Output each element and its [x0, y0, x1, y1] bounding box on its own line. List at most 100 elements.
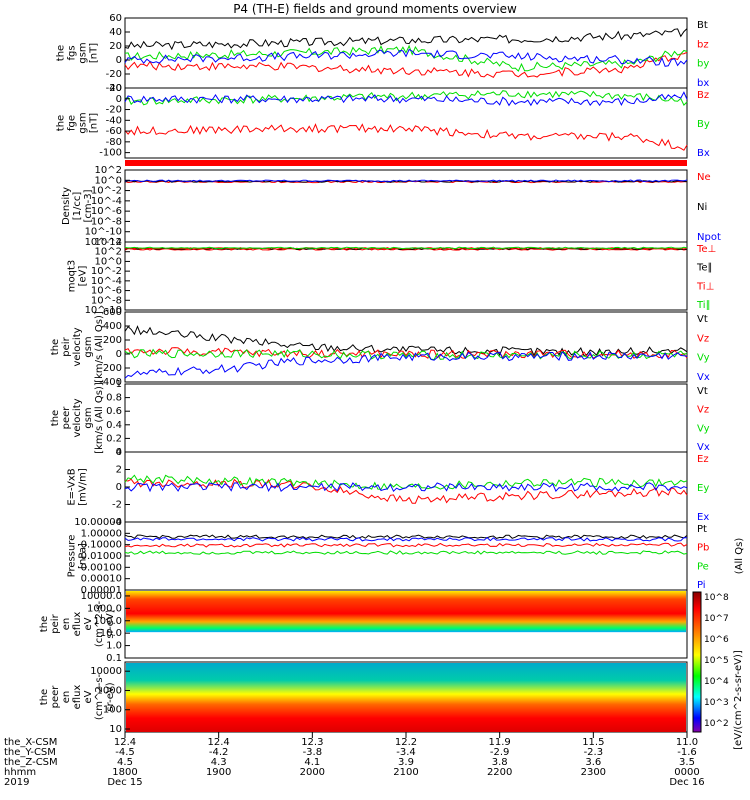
y-axis-label-pressure: Pressure: [67, 535, 78, 578]
y-tick-label-peir-eflux: 1000.0: [87, 603, 122, 614]
x-tick-label: 3.5: [679, 757, 695, 768]
legend-efield-Ez: Ez: [697, 454, 709, 465]
y-tick-label-efield: -2: [112, 500, 122, 511]
y-axis-label-peir-eflux: sr-eV): [105, 609, 116, 638]
series-line-efield-Ex: [124, 481, 688, 493]
y-axis-label-peir-eflux: eflux: [72, 612, 83, 637]
y-tick-label-peir-eflux: 100.0: [93, 616, 122, 627]
y-tick-label-peir-velocity: -200: [99, 363, 122, 374]
y-tick-label-fge: -80: [106, 137, 122, 148]
x-tick-label: 12.4: [208, 737, 230, 748]
legend-fgs-Bt: Bt: [697, 20, 708, 31]
y-tick-label-peer-velocity: 0: [116, 447, 122, 458]
x-tick-label: 3.8: [492, 757, 508, 768]
x-tick-label: -4.5: [115, 747, 135, 758]
y-axis-label-peir-velocity: gsm: [83, 336, 94, 357]
y-tick-label-peer-velocity: 0.8: [106, 393, 122, 404]
series-line-fge-Bz: [124, 123, 688, 151]
y-tick-label-temperature: 10^-2: [91, 266, 122, 277]
x-tick-label: 1900: [206, 767, 231, 778]
y-tick-label-peir-eflux: 10.0: [100, 628, 122, 639]
y-tick-label-density: 10^-6: [91, 206, 122, 217]
panel-frame-fge: [124, 87, 688, 159]
x-row-label: the_Y-CSM: [4, 747, 56, 758]
x-tick-label: 11.0: [676, 737, 698, 748]
x-tick-label: 3.6: [585, 757, 601, 768]
y-axis-label-peer-eflux: eflux: [72, 685, 83, 710]
x-tick-label: Dec 16: [669, 777, 704, 788]
x-tick-label: 4.3: [211, 757, 227, 768]
y-tick-label-temperature: 10^-8: [91, 295, 122, 306]
y-tick-label-pressure: 0.10000: [81, 540, 122, 551]
y-tick-label-pressure: 0.01000: [81, 551, 122, 562]
y-tick-label-efield: 4: [116, 447, 122, 458]
series-line-fge-Bx: [124, 91, 688, 107]
colorbar-label: 10^8: [704, 593, 729, 603]
legend-fge-By: By: [697, 119, 710, 130]
y-axis-label-fgs: [nT]: [89, 43, 100, 63]
series-line-pressure-Pb: [124, 542, 688, 548]
y-axis-label-peir-velocity: the: [50, 339, 61, 355]
legend-temperature-Te∥: Te∥: [696, 263, 713, 274]
y-tick-label-peir-velocity: 400: [103, 321, 122, 332]
y-tick-label-efield: 0: [116, 482, 122, 493]
y-tick-label-peir-velocity: 600: [103, 307, 122, 318]
y-axis-label-density: Density: [61, 187, 72, 225]
x-tick-label: 11.9: [489, 737, 511, 748]
x-tick-label: 1800: [112, 767, 137, 778]
y-tick-label-density: 10^0: [95, 175, 122, 186]
legend-peir-velocity-Vt: Vt: [697, 314, 708, 325]
y-tick-label-fge: -60: [106, 126, 122, 137]
y-tick-label-temperature: 10^-4: [91, 276, 122, 287]
y-tick-label-temperature: 10^4: [95, 237, 122, 248]
legend-pressure-Pt: Pt: [697, 524, 707, 535]
y-tick-label-fgs: 0: [116, 55, 122, 66]
legend-fge-Bz: Bz: [697, 90, 709, 101]
y-tick-label-density: 10^-10: [85, 227, 122, 238]
y-tick-label-peer-velocity: 1: [116, 379, 122, 390]
y-axis-label-fge: [nT]: [89, 113, 100, 133]
x-tick-label: 2300: [581, 767, 606, 778]
legend-temperature-Ti∥: Ti∥: [696, 300, 711, 311]
legend-peir-velocity-Vz: Vz: [697, 333, 709, 344]
y-tick-label-fgs: 20: [109, 41, 122, 52]
status-bar: [125, 160, 687, 166]
x-tick-label: 4.5: [117, 757, 133, 768]
spectrogram-peer-eflux: [126, 663, 686, 732]
colorbar-label: 10^3: [704, 698, 729, 708]
legend-fge-Bx: Bx: [697, 148, 710, 159]
y-tick-label-fge: 0: [116, 94, 122, 105]
y-axis-label-peir-eflux: the: [39, 616, 50, 632]
legend-peir-velocity-Vx: Vx: [697, 372, 710, 383]
y-tick-label-peir-velocity: 0: [116, 349, 122, 360]
y-tick-label-fgs: 60: [109, 13, 122, 24]
series-line-pressure-Pe: [124, 550, 688, 555]
panel-frame-temperature: [124, 241, 688, 311]
series-line-efield-Ey: [124, 474, 688, 491]
y-axis-label-peer-velocity: the: [50, 410, 61, 426]
colorbar: [692, 591, 702, 733]
y-tick-label-pressure: 0.00010: [81, 574, 122, 585]
y-tick-label-peer-eflux: 100: [103, 705, 122, 716]
colorbar-label: 10^7: [704, 614, 729, 624]
y-tick-label-fgs: 40: [109, 27, 122, 38]
y-axis-label-temperature: moqt3: [67, 260, 78, 293]
y-tick-label-peer-velocity: 0.6: [106, 406, 122, 417]
x-tick-label: 2100: [393, 767, 418, 778]
y-axis-label-peer-eflux: eV: [83, 690, 94, 703]
series-line-peir-velocity-Vx: [124, 351, 688, 379]
y-axis-label-peir-velocity: velocity: [72, 327, 83, 366]
colorbar-label: 10^5: [704, 656, 729, 666]
y-tick-label-density: 10^-12: [85, 237, 122, 248]
y-tick-label-temperature: 10^-6: [91, 286, 122, 297]
legend-pressure-Pe: Pe: [697, 561, 709, 572]
y-tick-label-temperature: 10^0: [95, 256, 122, 267]
x-row-label: 2019: [4, 777, 29, 788]
series-line-temperature-Ti∥: [124, 246, 688, 250]
legend-efield-Ey: Ey: [697, 483, 709, 494]
y-axis-label-peir-velocity: [km/s (All Qs)]: [94, 311, 105, 383]
y-tick-label-fge: 20: [109, 83, 122, 94]
legend-peer-velocity-Vz: Vz: [697, 405, 709, 416]
y-axis-label-peer-eflux: en: [61, 691, 72, 704]
